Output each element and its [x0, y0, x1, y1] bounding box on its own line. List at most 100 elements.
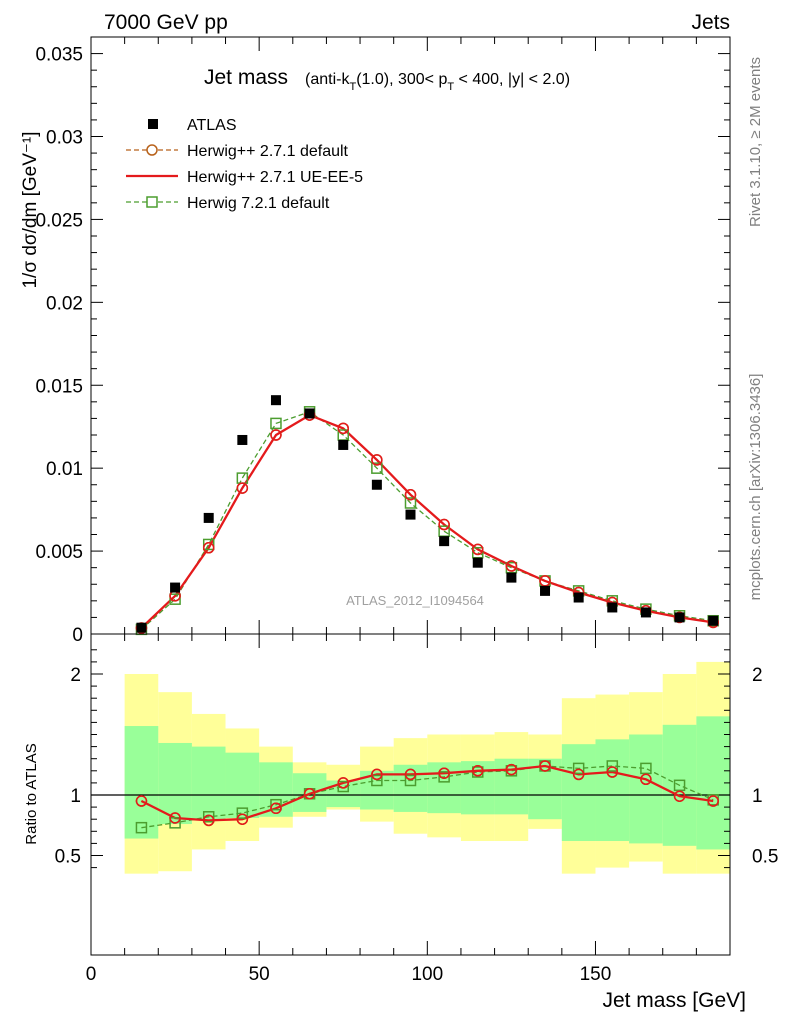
main-point-atlas [203, 512, 214, 523]
y-tick-label: 0.02 [46, 293, 83, 314]
ratio-y-tick-label: 0.5 [55, 847, 81, 868]
rivet-version-label: Rivet 3.1.10, ≥ 2M events [747, 57, 764, 227]
main-point-atlas [472, 557, 483, 568]
x-axis-label: Jet mass [GeV] [602, 989, 746, 1012]
main-point-atlas [270, 395, 281, 406]
ratio-y-tick-label: 2 [70, 665, 81, 686]
main-point-herwig-2-7-1-ue-ee-5 [472, 543, 484, 556]
ratio-point-herwig-2-7-1-ue-ee-5 [236, 813, 249, 825]
ratio-uncertainty-band-green [629, 734, 663, 844]
main-point-atlas [170, 582, 181, 593]
main-point-herwig-7-2-1-default [202, 538, 215, 551]
ratio-point-herwig-2-7-1-ue-ee-5 [135, 795, 148, 807]
ratio-point-herwig-2-7-1-ue-ee-5 [337, 777, 349, 789]
main-point-herwig-2-7-1-ue-ee-5 [270, 429, 282, 441]
plot-title: Jet mass [204, 66, 288, 89]
main-point-herwig-7-2-1-default [404, 497, 417, 509]
main-plot-panel: 0 0.005 0.01 0.015 0.02 0.025 0.03 0.035 ATLAS_… [20, 36, 731, 646]
ratio-point-herwig-7-2-1-default [640, 762, 652, 775]
ratio-point-herwig-7-2-1-default [673, 779, 686, 792]
ratio-point-herwig-2-7-1-ue-ee-5 [539, 760, 551, 772]
y-tick-label: 0.01 [46, 459, 83, 480]
ratio-point-herwig-7-2-1-default [572, 762, 585, 775]
ratio-uncertainty-band-green [292, 773, 327, 812]
header-process-label: Jets [691, 11, 730, 34]
ratio-point-herwig-2-7-1-ue-ee-5 [404, 768, 417, 781]
ratio-y-tick-label-right: 1 [752, 786, 763, 807]
main-point-atlas [439, 536, 450, 547]
y-tick-label: 0.025 [35, 210, 83, 231]
main-point-atlas [304, 408, 315, 419]
header-beam-label: 7000 GeV pp [104, 11, 228, 34]
legend-label-atlas: ATLAS [187, 117, 237, 134]
x-tick-label: 150 [580, 964, 612, 985]
y-tick-label: 0.005 [35, 542, 83, 563]
ratio-point-herwig-7-2-1-default [135, 821, 148, 834]
legend-label-herwig-7-2-1-default: Herwig 7.2.1 default [187, 195, 330, 212]
ratio-plot-ticks: 0.5 0.5 1 1 2 2 0 50 100 150 [55, 634, 778, 985]
ratio-point-herwig-2-7-1-ue-ee-5 [270, 802, 282, 815]
ratio-point-herwig-2-7-1-ue-ee-5 [640, 773, 652, 786]
ratio-point-herwig-2-7-1-ue-ee-5 [472, 765, 484, 777]
ratio-uncertainty-band-green [124, 726, 159, 839]
x-tick-label: 50 [249, 964, 270, 985]
ratio-point-herwig-7-2-1-default [169, 817, 181, 829]
ratio-point-herwig-2-7-1-ue-ee-5 [303, 788, 316, 800]
main-point-atlas [338, 439, 349, 450]
legend: ATLAS Herwig++ 2.7.1 default Herwig++ 2.7.… [126, 117, 363, 212]
ratio-uncertainty-band-green [191, 746, 226, 820]
plot-subtitle: (anti-kT(1.0), 300< pT < 400, |y| < 2.0) [305, 71, 570, 93]
main-point-herwig-2-7-1-ue-ee-5 [371, 454, 383, 466]
ratio-uncertainty-band-green [158, 742, 192, 825]
main-point-atlas [136, 622, 147, 633]
main-point-atlas [405, 509, 416, 520]
ratio-uncertainty-band-green [393, 764, 428, 812]
main-point-herwig-7-2-1-default [169, 593, 181, 605]
legend-marker-herwig-7-2-1-default [146, 196, 158, 208]
main-point-atlas [371, 479, 382, 490]
x-tick-label: 0 [86, 964, 97, 985]
main-point-herwig-2-7-1-ue-ee-5 [202, 542, 215, 554]
ratio-point-herwig-2-7-1-ue-ee-5 [202, 814, 215, 827]
y-tick-label: 0.035 [35, 45, 83, 66]
ratio-point-herwig-2-7-1-ue-ee-5 [438, 767, 450, 779]
main-point-herwig-2-7-1-ue-ee-5 [404, 488, 417, 501]
y-tick-label: 0.015 [35, 376, 83, 397]
main-point-atlas [640, 607, 651, 618]
main-point-atlas [506, 572, 517, 583]
ratio-point-herwig-2-7-1-ue-ee-5 [707, 795, 719, 807]
legend-label-herwig-2-7-1-ue-ee-5: Herwig++ 2.7.1 UE-EE-5 [187, 169, 363, 186]
main-point-herwig-2-7-1-ue-ee-5 [505, 560, 518, 572]
ratio-point-herwig-7-2-1-default [337, 780, 349, 793]
ratio-plot-panel: 0.5 0.5 1 1 2 2 0 50 100 150 Ratio to ATLAS Jet m… [23, 633, 778, 1012]
ratio-uncertainty-band-green [595, 739, 630, 841]
ratio-plot-frame [90, 633, 731, 956]
main-point-atlas [237, 434, 248, 445]
ratio-uncertainty-band-green [460, 761, 495, 815]
ratio-y-tick-label-right: 2 [752, 665, 763, 686]
ratio-uncertainty-band-green [225, 752, 260, 818]
ratio-point-herwig-2-7-1-ue-ee-5 [169, 812, 181, 824]
ratio-point-herwig-7-2-1-default [202, 811, 215, 823]
ratio-uncertainty-band-green [427, 762, 461, 814]
ratio-point-herwig-2-7-1-ue-ee-5 [505, 763, 518, 776]
ratio-y-tick-label: 1 [70, 786, 81, 807]
ratio-point-herwig-2-7-1-ue-ee-5 [673, 790, 686, 802]
mcplots-label: mcplots.cern.ch [arXiv:1306.3436] [747, 374, 764, 601]
main-point-herwig-2-7-1-ue-ee-5 [337, 422, 349, 435]
ratio-uncertainty-band-green [561, 744, 596, 841]
ratio-point-herwig-7-2-1-default [606, 760, 619, 772]
main-point-atlas [540, 585, 551, 596]
ratio-point-herwig-2-7-1-ue-ee-5 [606, 766, 619, 778]
main-point-atlas [708, 615, 719, 626]
legend-swatch-atlas [148, 119, 158, 129]
main-point-herwig-2-7-1-ue-ee-5 [236, 482, 249, 494]
ratio-point-herwig-7-2-1-default [270, 798, 282, 811]
ratio-y-axis-label: Ratio to ATLAS [23, 743, 40, 844]
analysis-watermark: ATLAS_2012_I1094564 [346, 593, 484, 608]
main-plot-ticks: 0 0.005 0.01 0.015 0.02 0.025 0.03 0.035 [35, 36, 731, 646]
ratio-point-herwig-7-2-1-default [371, 774, 383, 787]
x-tick-label: 100 [411, 964, 443, 985]
main-point-atlas [674, 612, 685, 623]
